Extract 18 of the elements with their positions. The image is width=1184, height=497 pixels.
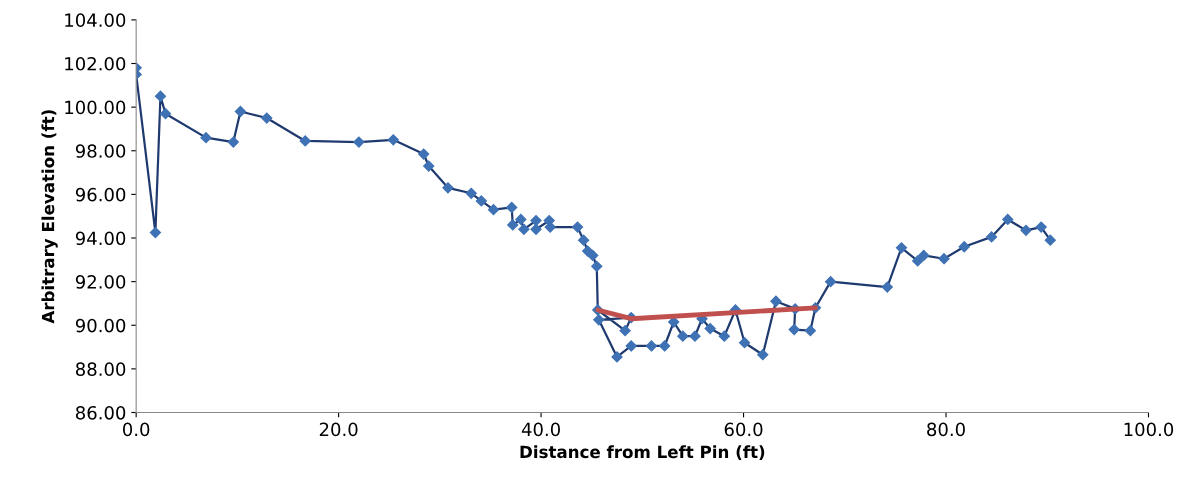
y-tick-label: 90.00 xyxy=(75,318,126,333)
x-tick-label: 0.0 xyxy=(122,422,150,437)
y-tick-label: 86.00 xyxy=(75,405,126,420)
y-axis-title: Arbitrary Elevation (ft) xyxy=(41,110,58,324)
y-tick-label: 102.00 xyxy=(65,56,126,71)
y-tick-label: 96.00 xyxy=(75,187,126,202)
y-tick-label: 94.00 xyxy=(75,231,126,246)
y-tick-label: 88.00 xyxy=(75,362,126,376)
y-tick-label: 92.00 xyxy=(75,275,126,289)
x-tick-label: 20.0 xyxy=(319,422,358,437)
y-tick-label: 100.00 xyxy=(65,100,126,115)
y-tick-label: 98.00 xyxy=(75,144,126,158)
y-tick-label: 104.00 xyxy=(65,13,126,27)
x-tick-label: 60.0 xyxy=(724,422,763,437)
x-tick-label: 80.0 xyxy=(927,422,965,437)
x-tick-label: 40.0 xyxy=(521,422,560,437)
x-axis-title: Distance from Left Pin (ft) xyxy=(520,445,765,461)
x-tick-label: 100.0 xyxy=(1124,422,1174,437)
